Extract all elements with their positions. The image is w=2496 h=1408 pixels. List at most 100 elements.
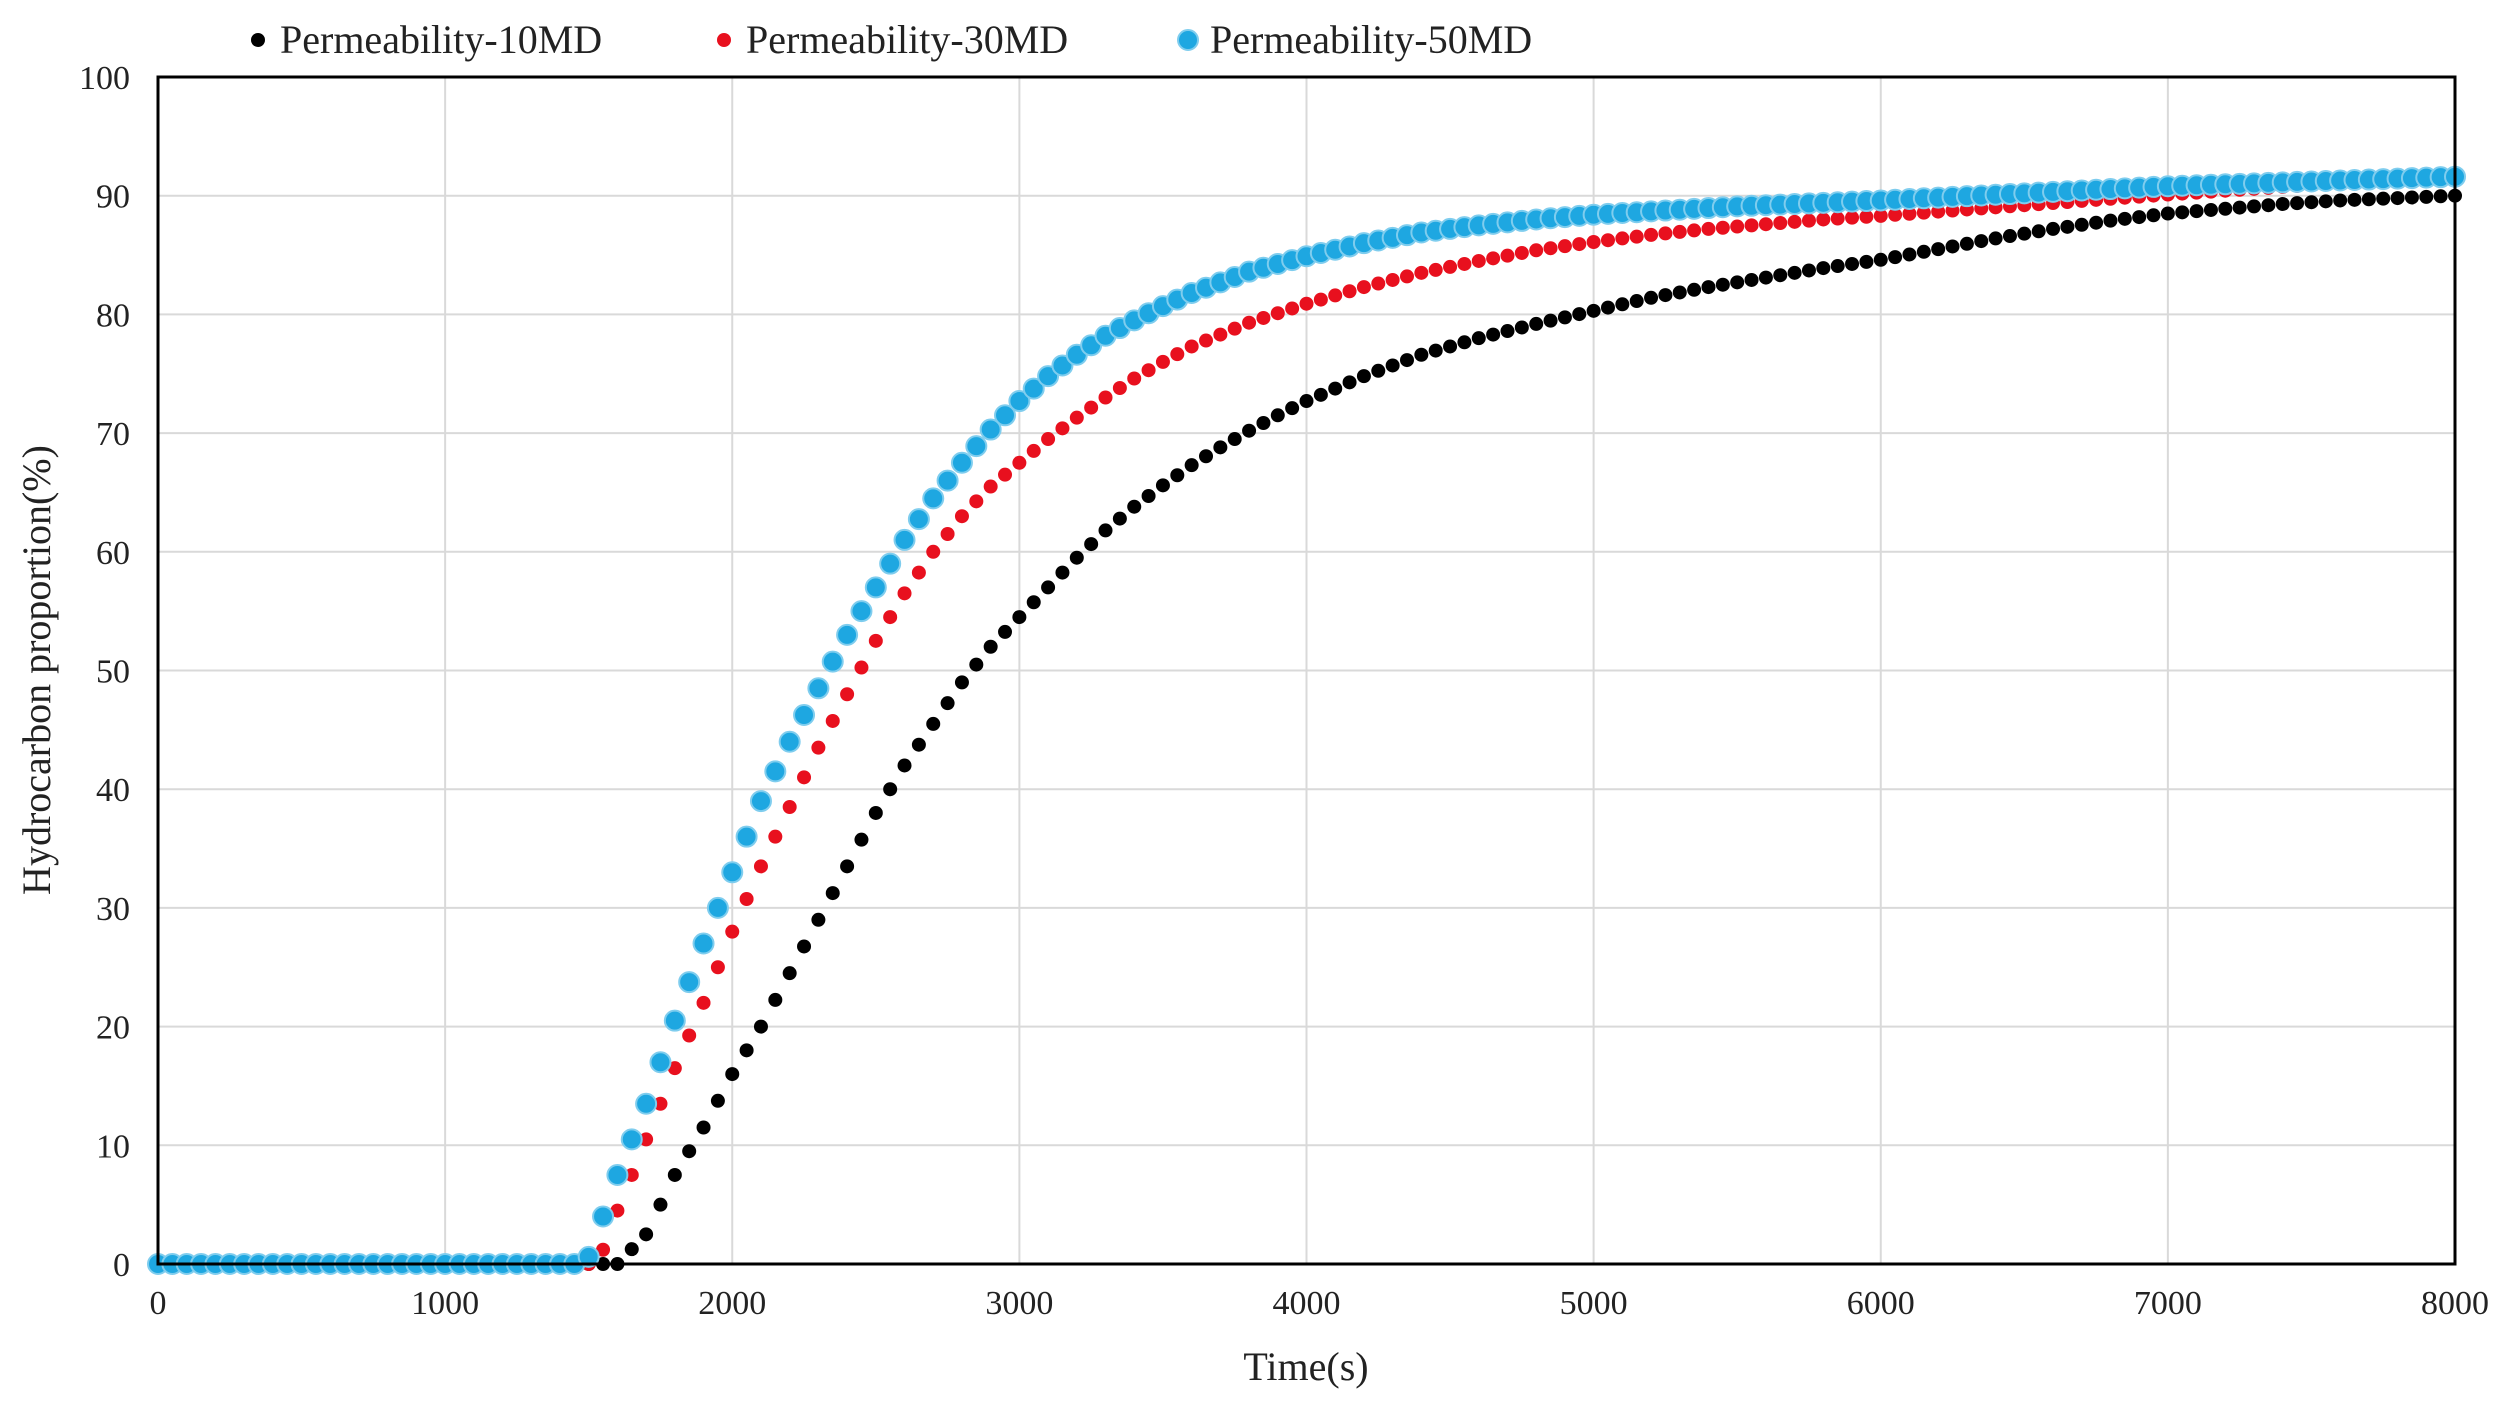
data-point [1026, 443, 1041, 458]
data-point [1471, 253, 1486, 268]
data-point [1012, 610, 1027, 625]
data-point [821, 650, 844, 673]
data-point [1084, 400, 1099, 415]
data-point [663, 1009, 686, 1032]
data-point [793, 704, 816, 727]
data-point [1356, 369, 1371, 384]
data-point [907, 508, 930, 531]
data-point [1285, 401, 1300, 416]
data-point [1572, 237, 1587, 252]
data-point [1830, 211, 1845, 226]
data-point [1816, 212, 1831, 227]
data-point [725, 924, 740, 939]
data-point [2433, 189, 2448, 204]
data-point [1845, 210, 1860, 225]
data-point [678, 971, 701, 994]
data-point [1285, 301, 1300, 316]
data-point [653, 1197, 668, 1212]
data-point [1414, 265, 1429, 280]
legend-item: Permeability-50MD [1177, 17, 1532, 62]
data-point [2060, 219, 2075, 234]
x-axis-tick-labels: 0 1000 2000 3000 4000 5000 6000 7000 8000 [150, 1285, 2490, 1322]
data-point [667, 1167, 682, 1182]
data-point [883, 782, 898, 797]
data-point [1787, 265, 1802, 280]
data-point [1730, 219, 1745, 234]
data-point [911, 737, 926, 752]
legend-label: Permeability-50MD [1210, 17, 1532, 62]
data-point [2189, 204, 2204, 219]
data-point [1945, 239, 1960, 254]
series-Permeability-50MD [147, 165, 2466, 1275]
y-tick-label: 60 [96, 535, 130, 572]
data-point [706, 896, 729, 919]
x-tick-label: 4000 [1273, 1285, 1341, 1322]
data-point [807, 677, 830, 700]
data-point [1557, 239, 1572, 254]
data-point [979, 418, 1002, 441]
data-point [1256, 310, 1271, 325]
data-point [624, 1242, 639, 1257]
data-point [1213, 327, 1228, 342]
x-tick-label: 5000 [1560, 1285, 1628, 1322]
data-point [2017, 226, 2032, 241]
data-point [768, 829, 783, 844]
data-point [1155, 478, 1170, 493]
data-point [768, 992, 783, 1007]
data-point [1701, 221, 1716, 236]
y-tick-label: 90 [96, 179, 130, 216]
data-point [797, 939, 812, 954]
data-point [825, 886, 840, 901]
data-point [1801, 213, 1816, 228]
data-point [983, 639, 998, 654]
data-point [2031, 224, 2046, 239]
data-point [1026, 595, 1041, 610]
data-point [1888, 207, 1903, 222]
data-point [1773, 268, 1788, 283]
data-point [1959, 236, 1974, 251]
data-point [639, 1132, 654, 1147]
data-point [1845, 256, 1860, 271]
data-point [1672, 224, 1687, 239]
data-point [1170, 347, 1185, 362]
data-point [692, 932, 715, 955]
data-point [1873, 208, 1888, 223]
data-point [753, 1019, 768, 1034]
data-point [1112, 511, 1127, 526]
data-point [1931, 242, 1946, 257]
data-point [840, 687, 855, 702]
data-point [1227, 321, 1242, 336]
data-point [1600, 300, 1615, 315]
y-tick-label: 20 [96, 1010, 130, 1047]
data-point [1787, 214, 1802, 229]
data-point [1184, 339, 1199, 354]
y-tick-label: 80 [96, 297, 130, 334]
data-point [2232, 200, 2247, 215]
data-point [1356, 280, 1371, 295]
data-point [667, 1061, 682, 1076]
data-point [1313, 292, 1328, 307]
data-point [868, 633, 883, 648]
y-tick-label: 50 [96, 654, 130, 691]
data-point [2175, 205, 2190, 220]
data-point [1730, 275, 1745, 290]
data-point [610, 1203, 625, 1218]
data-point [1859, 209, 1874, 224]
data-point [1098, 523, 1113, 538]
data-point [1873, 252, 1888, 267]
data-point [710, 1093, 725, 1108]
data-point [1500, 248, 1515, 263]
data-point [1098, 390, 1113, 405]
data-point [1658, 226, 1673, 241]
data-point [1342, 375, 1357, 390]
data-point [1155, 354, 1170, 369]
x-tick-label: 3000 [985, 1285, 1053, 1322]
data-point [2132, 210, 2147, 225]
data-point [965, 435, 988, 458]
data-point [1586, 303, 1601, 318]
x-tick-label: 2000 [698, 1285, 766, 1322]
x-tick-label: 7000 [2134, 1285, 2202, 1322]
data-point [1428, 343, 1443, 358]
data-point [1916, 244, 1931, 259]
data-point [1486, 327, 1501, 342]
